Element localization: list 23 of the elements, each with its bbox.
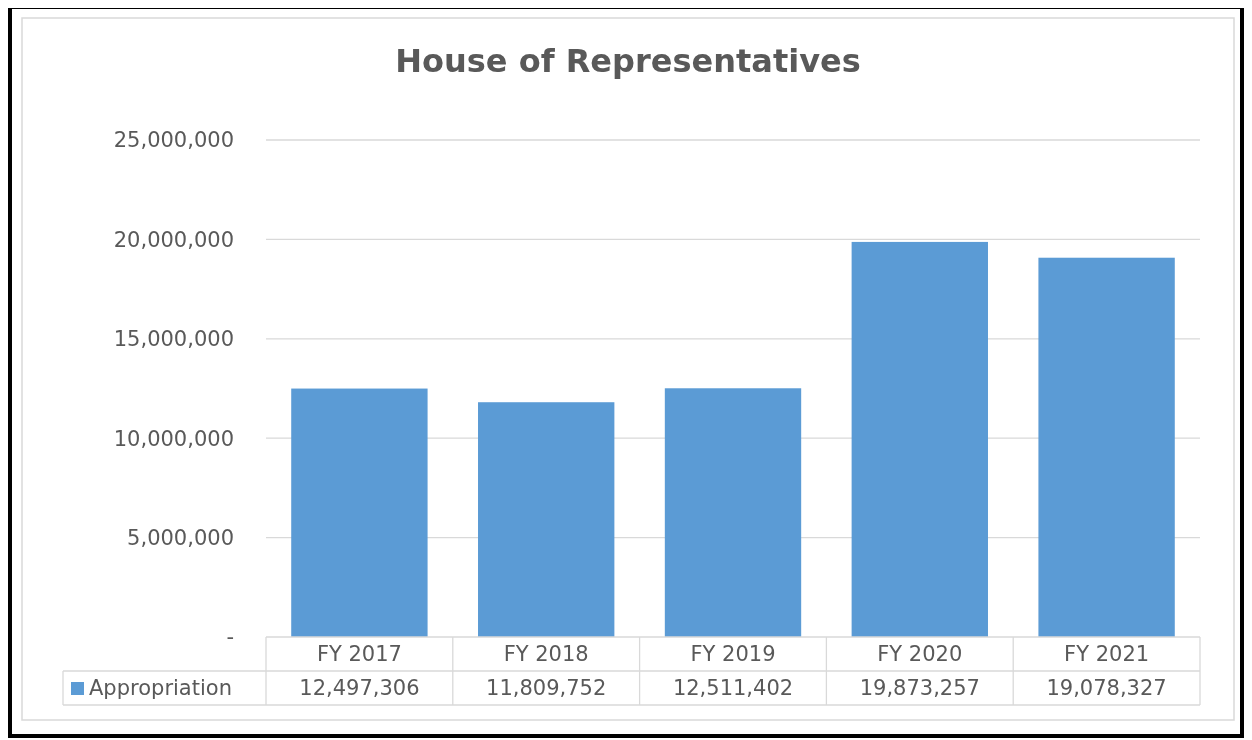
bar <box>291 388 428 637</box>
chart-title: House of Representatives <box>395 42 861 80</box>
bar <box>664 388 802 637</box>
x-tick-label: FY 2017 <box>316 642 402 667</box>
x-tick-label: FY 2018 <box>503 642 589 667</box>
y-tick-label: 25,000,000 <box>113 128 234 153</box>
y-tick-label: 10,000,000 <box>113 426 234 451</box>
data-label: 12,511,402 <box>672 676 794 701</box>
legend-label: Appropriation <box>89 676 232 701</box>
x-tick-label: FY 2019 <box>690 642 776 667</box>
data-label: 12,497,306 <box>299 676 420 701</box>
data-label: 19,078,327 <box>1046 676 1167 701</box>
data-label: 19,873,257 <box>859 676 980 701</box>
bar <box>478 402 615 637</box>
x-tick-label: FY 2021 <box>1064 642 1150 667</box>
bar <box>851 241 988 637</box>
x-tick-label: FY 2020 <box>877 642 963 667</box>
data-label: 11,809,752 <box>486 676 607 701</box>
y-tick-label: - <box>226 625 234 650</box>
bar <box>1038 257 1175 637</box>
y-tick-label: 20,000,000 <box>113 227 234 252</box>
y-tick-label: 15,000,000 <box>113 327 234 352</box>
y-tick-label: 5,000,000 <box>127 525 234 550</box>
